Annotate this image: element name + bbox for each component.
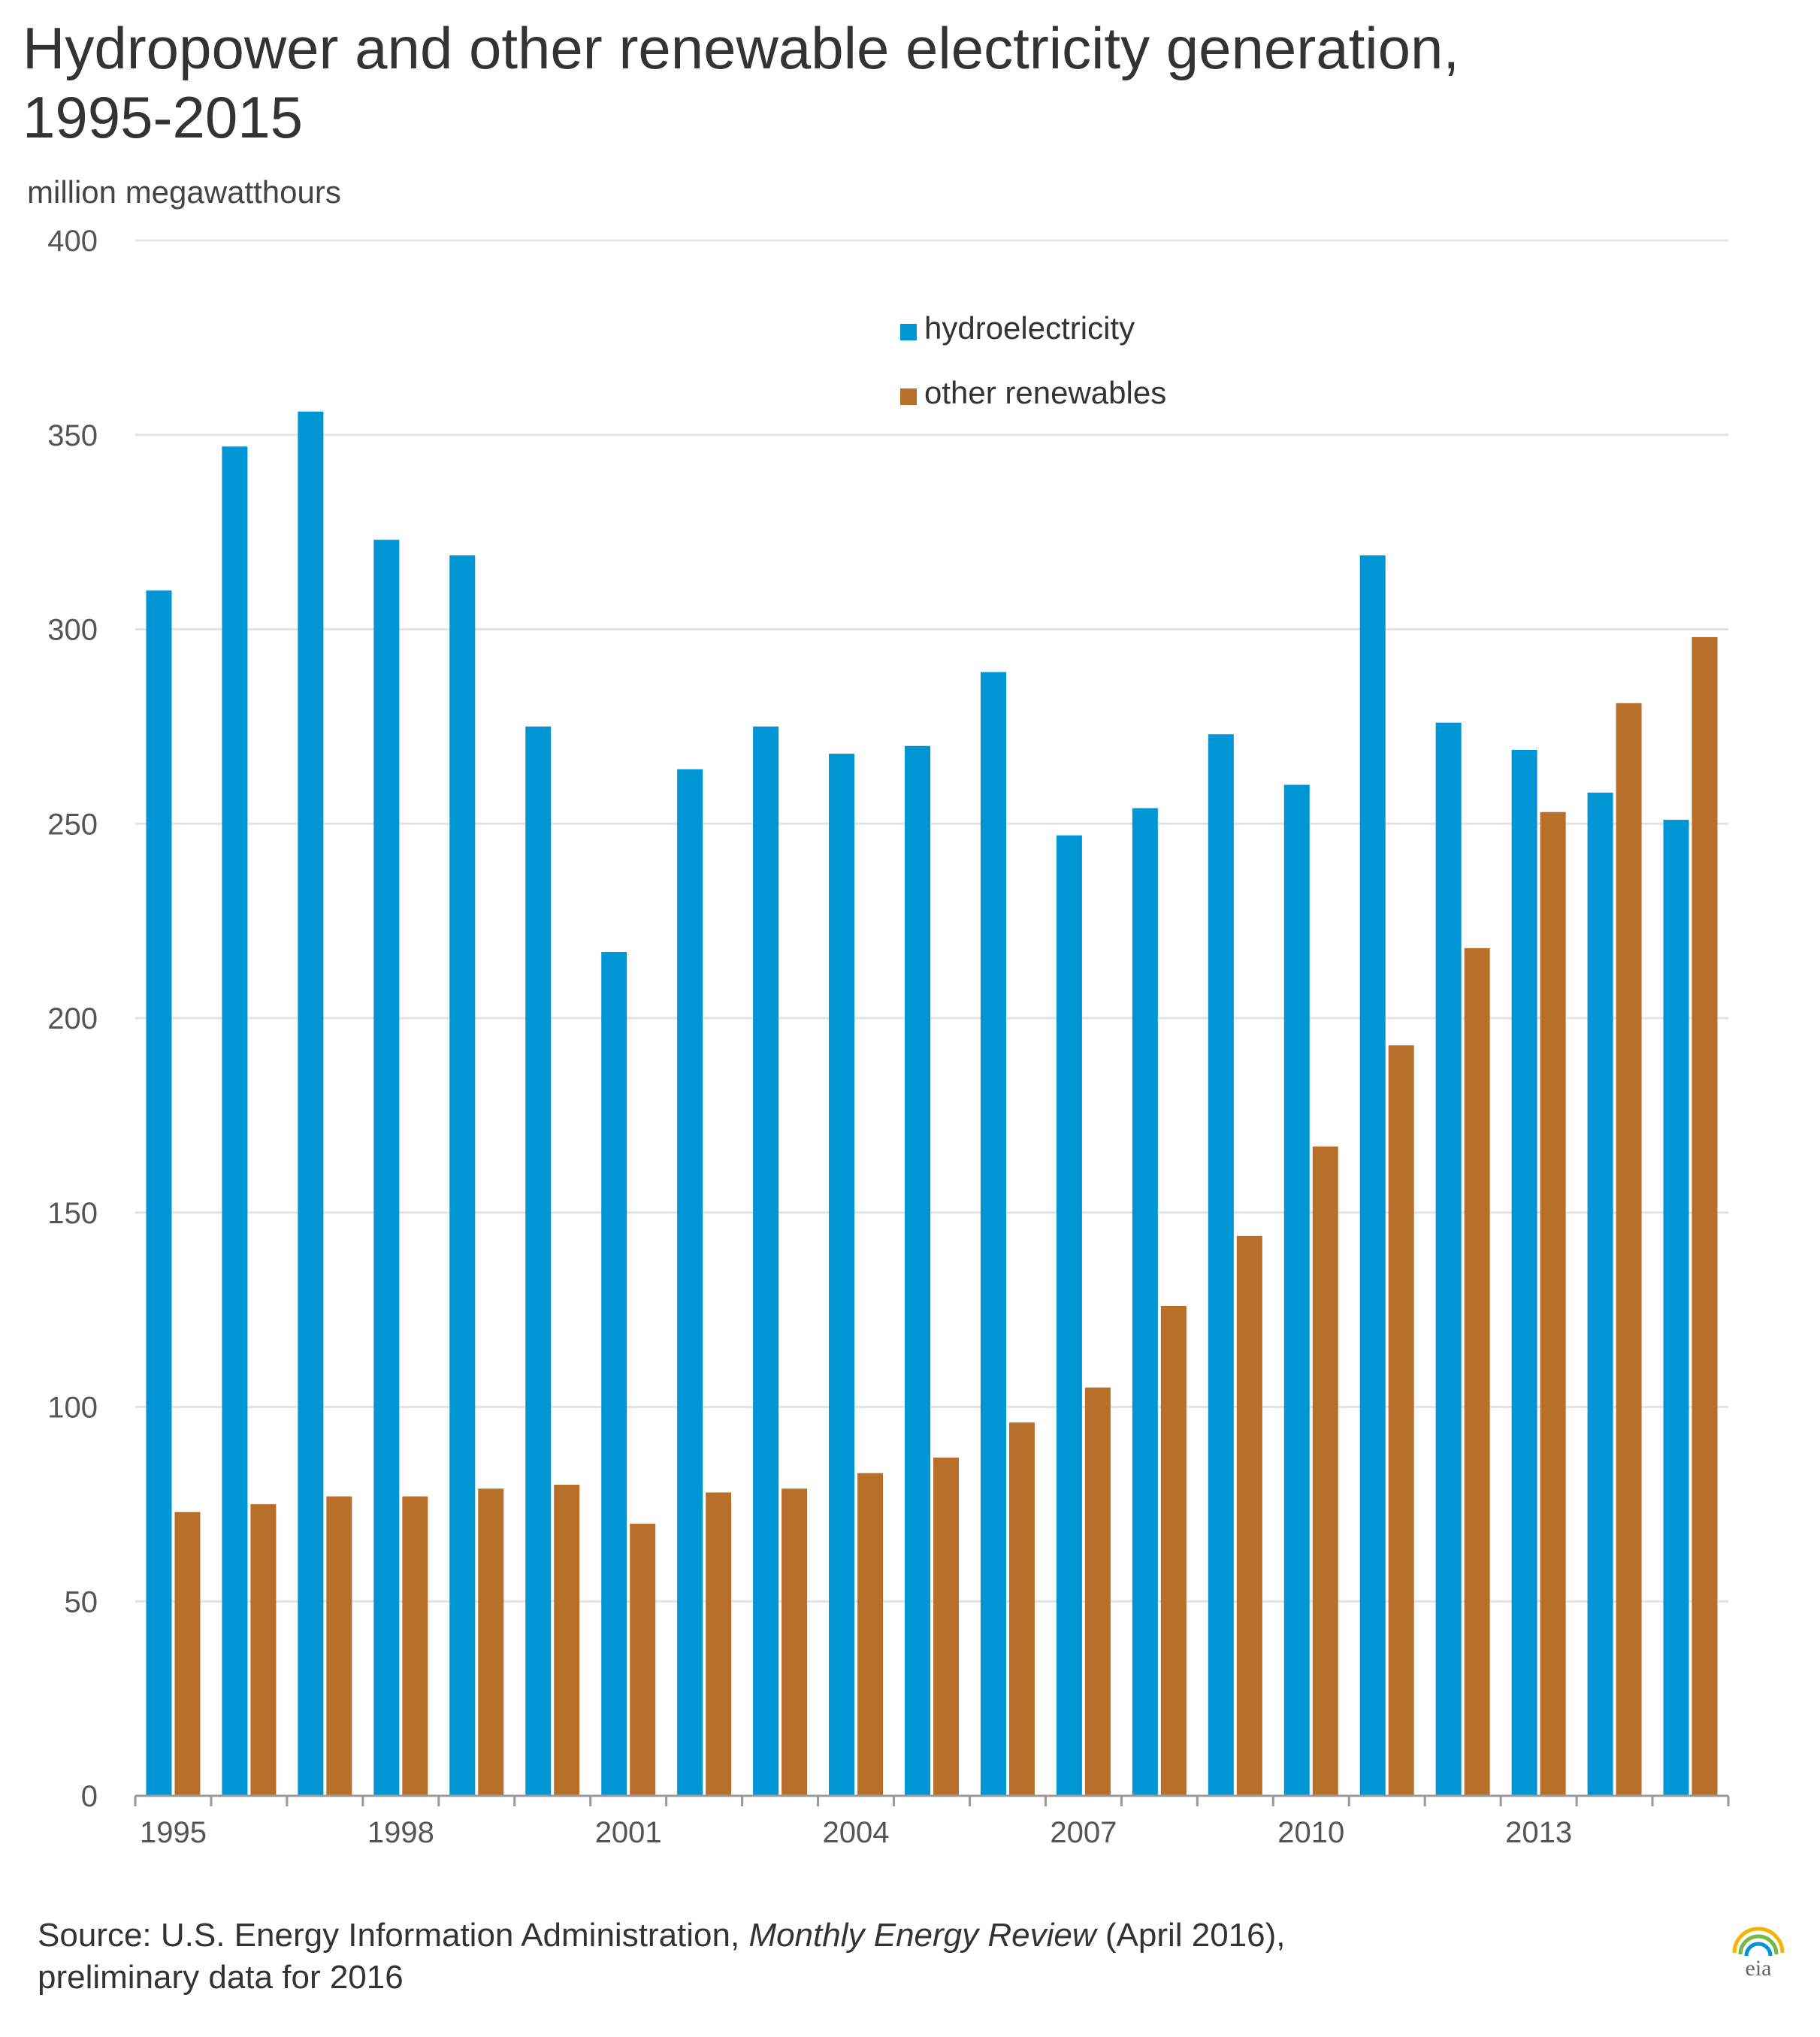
bar-hydro-1996: [222, 446, 248, 1796]
x-tick-label-2004: 2004: [823, 1816, 890, 1849]
bar-other-2005: [933, 1457, 959, 1796]
bar-other-2006: [1008, 1422, 1035, 1796]
chart-title: Hydropower and other renewable electrici…: [23, 14, 1788, 152]
bar-other-2012: [1464, 947, 1490, 1796]
bar-other-2003: [782, 1488, 808, 1796]
legend-swatch-other: [900, 388, 917, 405]
bar-other-2007: [1084, 1387, 1111, 1796]
bar-hydro-1998: [373, 539, 400, 1796]
bar-hydro-2007: [1056, 835, 1082, 1796]
bar-hydro-2000: [525, 726, 552, 1796]
chart-title-line2: 1995-2015: [23, 84, 304, 150]
source-line1: Source: U.S. Energy Information Administ…: [38, 1915, 1286, 1957]
bar-other-2015: [1692, 636, 1718, 1796]
bar-hydro-2003: [753, 726, 779, 1796]
y-tick-label-150: 150: [47, 1197, 98, 1230]
bar-other-2014: [1616, 703, 1642, 1797]
legend-label-other: other renewables: [924, 375, 1166, 410]
y-tick-label-300: 300: [47, 614, 98, 647]
x-tick-label-1995: 1995: [140, 1816, 207, 1849]
bar-hydro-2015: [1663, 820, 1689, 1796]
source-line2: preliminary data for 2016: [38, 1959, 404, 1996]
x-tick-label-1998: 1998: [367, 1816, 434, 1849]
y-tick-label-250: 250: [47, 808, 98, 841]
bar-hydro-2001: [601, 952, 627, 1796]
bar-hydro-2004: [829, 754, 855, 1796]
x-tick-label-2007: 2007: [1050, 1816, 1117, 1849]
eia-logo-icon: eia: [1732, 1927, 1785, 1980]
bar-other-2002: [706, 1492, 732, 1796]
bar-other-1995: [174, 1512, 201, 1796]
bar-hydro-2012: [1435, 722, 1462, 1797]
bar-hydro-1999: [449, 555, 476, 1796]
source-suffix: (April 2016),: [1096, 1917, 1286, 1954]
bar-other-2004: [857, 1473, 884, 1796]
bar-other-2000: [554, 1485, 580, 1796]
bar-hydro-2005: [905, 745, 930, 1796]
y-tick-label-50: 50: [65, 1585, 98, 1618]
bar-other-1999: [478, 1488, 504, 1796]
legend-label-hydro: hydroelectricity: [924, 310, 1135, 346]
bar-hydro-2002: [677, 769, 703, 1796]
legend-swatch-hydro: [900, 324, 917, 340]
y-tick-label-400: 400: [47, 225, 98, 258]
bar-hydro-1995: [146, 590, 172, 1796]
bar-other-2013: [1540, 811, 1566, 1796]
source-note: Source: U.S. Energy Information Administ…: [38, 1915, 1286, 1999]
bar-hydro-2011: [1359, 555, 1386, 1796]
bar-hydro-2013: [1511, 749, 1537, 1796]
bar-other-2010: [1312, 1146, 1338, 1796]
bar-hydro-2010: [1283, 784, 1310, 1796]
x-tick-label-2001: 2001: [595, 1816, 662, 1849]
bar-other-1998: [402, 1496, 428, 1796]
bar-other-2001: [630, 1523, 656, 1796]
y-tick-label-350: 350: [47, 419, 98, 452]
y-tick-label-100: 100: [47, 1392, 98, 1425]
bar-hydro-2008: [1132, 808, 1158, 1796]
y-tick-label-0: 0: [81, 1780, 98, 1813]
bar-other-1997: [326, 1496, 352, 1796]
bar-other-2009: [1236, 1235, 1262, 1796]
bar-hydro-2014: [1587, 792, 1613, 1796]
bar-hydro-2009: [1208, 734, 1234, 1796]
y-axis-units-label: million megawatthours: [27, 174, 341, 210]
source-prefix: Source: U.S. Energy Information Administ…: [38, 1917, 749, 1954]
bar-other-2011: [1388, 1045, 1414, 1796]
bar-other-1996: [250, 1504, 277, 1796]
y-tick-label-200: 200: [47, 1002, 98, 1035]
chart-title-line1: Hydropower and other renewable electrici…: [23, 15, 1460, 81]
x-tick-label-2010: 2010: [1277, 1816, 1344, 1849]
bar-hydro-2006: [980, 672, 1006, 1796]
bar-other-2008: [1160, 1305, 1187, 1796]
x-tick-label-2013: 2013: [1505, 1816, 1572, 1849]
source-publication: Monthly Energy Review: [748, 1917, 1096, 1954]
bar-hydro-1997: [298, 411, 324, 1797]
eia-logo-text: eia: [1746, 1956, 1772, 1980]
